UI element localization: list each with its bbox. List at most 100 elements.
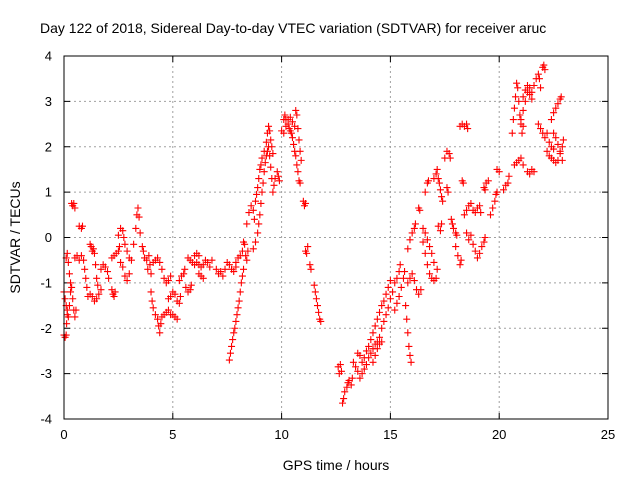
data-point (294, 168, 302, 176)
x-tick-label: 10 (274, 427, 288, 442)
data-point (256, 211, 264, 219)
data-point (95, 290, 103, 298)
data-point (460, 211, 468, 219)
data-point (101, 263, 109, 271)
data-point (236, 288, 244, 296)
data-point (384, 283, 392, 291)
data-point (454, 252, 462, 260)
data-point (517, 116, 525, 124)
data-point (175, 299, 183, 307)
data-point (478, 243, 486, 251)
plot-frame (63, 55, 609, 420)
y-tick-label: 2 (45, 139, 52, 154)
data-point (134, 204, 142, 212)
data-point (389, 288, 397, 296)
data-point (358, 358, 366, 366)
data-point (235, 297, 243, 305)
data-point (269, 188, 277, 196)
data-point (469, 240, 477, 248)
data-point (286, 113, 294, 121)
data-point (315, 308, 323, 316)
data-point (515, 97, 523, 105)
data-point (77, 252, 85, 260)
data-point (348, 374, 356, 382)
data-point (464, 125, 472, 133)
data-point (311, 288, 319, 296)
data-point (93, 295, 101, 303)
data-point (88, 292, 96, 300)
data-point (171, 290, 179, 298)
data-point (262, 138, 270, 146)
data-point (147, 288, 155, 296)
data-point (225, 261, 233, 269)
data-point (251, 238, 259, 246)
data-point (547, 116, 555, 124)
data-point (119, 263, 127, 271)
data-point (419, 224, 427, 232)
data-point (406, 236, 414, 244)
data-point (438, 220, 446, 228)
data-point (467, 199, 475, 207)
data-point (486, 211, 494, 219)
data-point (135, 213, 143, 221)
data-point (514, 84, 522, 92)
data-point (505, 172, 513, 180)
data-point (480, 238, 488, 246)
data-point (136, 229, 144, 237)
data-point (395, 292, 403, 300)
data-point (265, 122, 273, 130)
data-point (145, 252, 153, 260)
data-point (347, 381, 355, 389)
data-point (423, 236, 431, 244)
data-point (266, 127, 274, 135)
data-point (63, 249, 71, 257)
y-tick-label: 0 (45, 230, 52, 245)
data-point (175, 277, 183, 285)
data-point (521, 97, 529, 105)
data-point (225, 356, 233, 364)
data-point (176, 292, 184, 300)
data-point (199, 274, 207, 282)
data-point (456, 261, 464, 269)
data-point (290, 140, 298, 148)
data-point (518, 129, 526, 137)
data-point (517, 154, 525, 162)
data-point (147, 270, 155, 278)
data-point (312, 295, 320, 303)
data-point (393, 299, 401, 307)
data-point (138, 243, 146, 251)
data-point (259, 179, 267, 187)
data-point (83, 283, 91, 291)
data-point (230, 329, 238, 337)
data-point (473, 254, 481, 262)
data-point (378, 324, 386, 332)
data-point (519, 106, 527, 114)
data-point (232, 317, 240, 325)
data-point (81, 265, 89, 273)
data-point (463, 206, 471, 214)
data-point (382, 290, 390, 298)
data-point (94, 281, 102, 289)
data-point (391, 279, 399, 287)
data-point (554, 100, 562, 108)
data-point (195, 252, 203, 260)
data-point (208, 256, 216, 264)
data-point (432, 274, 440, 282)
data-point (64, 258, 72, 266)
data-point (530, 81, 538, 89)
data-point (397, 283, 405, 291)
data-point (254, 184, 262, 192)
data-point (550, 129, 558, 137)
data-point (144, 265, 152, 273)
data-point (306, 261, 314, 269)
data-point (417, 286, 425, 294)
data-point (367, 349, 375, 357)
data-point (245, 209, 253, 217)
data-point (443, 184, 451, 192)
data-point (268, 143, 276, 151)
data-point (256, 165, 264, 173)
data-point (70, 199, 78, 207)
data-point (114, 231, 122, 239)
data-point (433, 165, 441, 173)
data-point (240, 265, 248, 273)
